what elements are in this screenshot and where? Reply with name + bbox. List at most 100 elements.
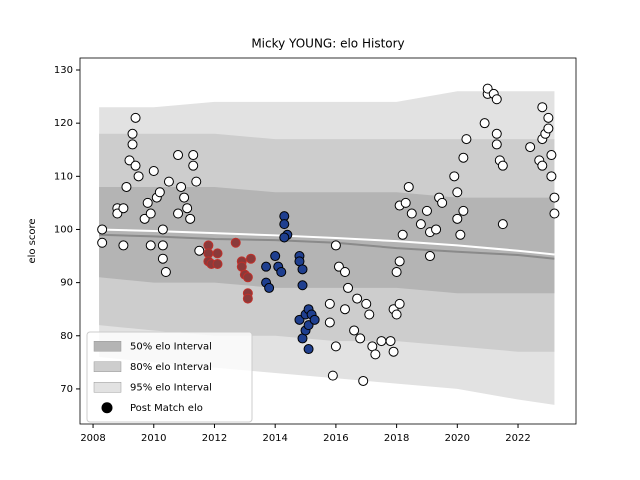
x-tick-label: 2018 <box>384 433 409 444</box>
elo-point <box>339 304 350 315</box>
elo-point <box>179 192 190 203</box>
legend-label: 80% elo Interval <box>130 362 212 373</box>
elo-point <box>394 298 405 309</box>
elo-point <box>163 176 174 187</box>
elo-point <box>212 259 223 270</box>
elo-point <box>303 344 314 355</box>
elo-point <box>130 160 141 171</box>
elo-point <box>549 192 560 203</box>
elo-point <box>194 245 205 256</box>
elo-point <box>358 375 369 386</box>
legend-box <box>86 331 253 423</box>
x-tick-label: 2022 <box>505 433 530 444</box>
elo-point <box>127 139 138 150</box>
elo-point <box>406 208 417 219</box>
elo-point <box>279 219 290 230</box>
elo-point <box>242 272 253 283</box>
elo-point <box>543 112 554 123</box>
elo-point <box>118 203 129 214</box>
elo-point <box>549 208 560 219</box>
elo-point <box>330 341 341 352</box>
elo-point <box>421 205 432 216</box>
elo-point <box>148 165 159 176</box>
elo-point <box>121 181 132 192</box>
elo-point <box>391 309 402 320</box>
elo-point <box>185 213 196 224</box>
plot-frame <box>79 57 577 425</box>
elo-point <box>497 160 508 171</box>
elo-point <box>309 314 320 325</box>
elo-point <box>188 160 199 171</box>
legend-label: 50% elo Interval <box>130 341 212 352</box>
elo-point <box>458 205 469 216</box>
elo-point <box>157 240 168 251</box>
y-tick-label: 100 <box>54 224 73 235</box>
elo-point <box>160 266 171 277</box>
x-tick-label: 2010 <box>141 433 166 444</box>
elo-point <box>230 237 241 248</box>
elo-point <box>327 370 338 381</box>
y-tick-label: 80 <box>60 331 73 342</box>
y-tick-label: 90 <box>60 278 73 289</box>
elo-point <box>449 171 460 182</box>
y-tick-label: 130 <box>54 65 73 76</box>
y-tick-label: 110 <box>54 171 73 182</box>
legend-swatch <box>93 361 122 372</box>
elo-point <box>97 224 108 235</box>
elo-point <box>157 253 168 264</box>
elo-point <box>242 293 253 304</box>
elo-point <box>400 197 411 208</box>
elo-point <box>361 298 372 309</box>
elo-point <box>537 102 548 113</box>
elo-point <box>424 251 435 262</box>
elo-point <box>491 139 502 150</box>
legend-label: Post Match elo <box>130 403 203 414</box>
elo-point <box>497 219 508 230</box>
elo-point <box>339 266 350 277</box>
x-tick-label: 2012 <box>202 433 227 444</box>
elo-point <box>352 293 363 304</box>
elo-point <box>364 309 375 320</box>
y-axis-label: elo score <box>27 218 38 263</box>
elo-point <box>415 219 426 230</box>
y-tick-label: 120 <box>54 118 73 129</box>
elo-point <box>97 237 108 248</box>
elo-point <box>546 150 557 161</box>
elo-point <box>324 317 335 328</box>
x-tick-label: 2008 <box>80 433 105 444</box>
chart-title: Micky YOUNG: elo History <box>251 37 404 51</box>
x-tick-label: 2020 <box>445 433 470 444</box>
elo-point <box>452 187 463 198</box>
elo-point <box>133 171 144 182</box>
legend-swatch <box>93 341 122 352</box>
elo-point <box>130 112 141 123</box>
elo-point <box>479 118 490 129</box>
elo-point <box>142 197 153 208</box>
elo-point <box>212 248 223 259</box>
elo-point <box>385 336 396 347</box>
elo-point <box>276 266 287 277</box>
elo-point <box>370 349 381 360</box>
legend-marker <box>101 402 113 414</box>
elo-point <box>491 94 502 105</box>
elo-point <box>525 142 536 153</box>
elo-point <box>431 224 442 235</box>
y-tick-label: 70 <box>60 384 73 395</box>
elo-point <box>173 208 184 219</box>
x-tick-label: 2014 <box>262 433 287 444</box>
elo-point <box>176 181 187 192</box>
interval-band <box>99 186 555 294</box>
elo-point <box>261 261 272 272</box>
elo-point <box>343 282 354 293</box>
elo-point <box>376 336 387 347</box>
elo-point <box>437 197 448 208</box>
elo-point <box>543 123 554 134</box>
elo-point <box>145 208 156 219</box>
elo-point <box>157 224 168 235</box>
elo-point <box>182 203 193 214</box>
elo-point <box>391 266 402 277</box>
elo-point <box>264 282 275 293</box>
elo-point <box>330 240 341 251</box>
